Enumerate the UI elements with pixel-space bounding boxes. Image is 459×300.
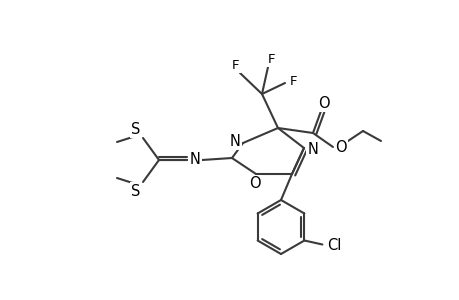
Text: O: O [318, 95, 329, 110]
Text: N: N [229, 134, 240, 148]
Text: Cl: Cl [326, 238, 341, 253]
Text: O: O [335, 140, 346, 155]
Text: F: F [290, 74, 297, 88]
Text: F: F [268, 52, 275, 65]
Text: N: N [307, 142, 318, 157]
Text: S: S [131, 184, 140, 199]
Text: F: F [232, 58, 239, 71]
Text: O: O [249, 176, 260, 191]
Text: N: N [189, 152, 200, 167]
Text: S: S [131, 122, 140, 136]
